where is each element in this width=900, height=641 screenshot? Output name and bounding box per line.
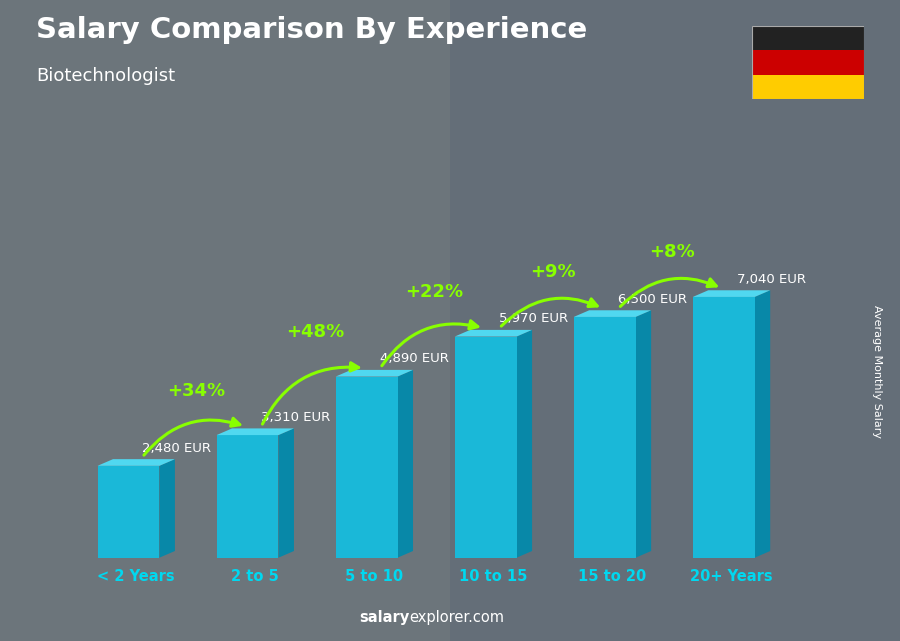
Text: 6,500 EUR: 6,500 EUR [618,293,688,306]
Bar [752,26,864,50]
Bar [97,466,159,558]
Polygon shape [693,290,770,297]
Polygon shape [755,290,770,558]
Polygon shape [517,330,532,558]
Bar [450,0,900,641]
Text: +34%: +34% [166,381,225,399]
Bar [752,50,864,75]
Bar [693,297,755,558]
Bar [0,0,450,641]
Polygon shape [398,370,413,558]
Text: 7,040 EUR: 7,040 EUR [737,273,806,286]
Text: +22%: +22% [405,283,463,301]
Text: Biotechnologist: Biotechnologist [36,67,176,85]
Text: salary: salary [359,610,410,625]
Polygon shape [454,330,532,337]
Polygon shape [635,310,651,558]
Polygon shape [336,370,413,376]
Text: 3,310 EUR: 3,310 EUR [261,411,330,424]
Bar [752,75,864,99]
Bar [336,376,398,558]
Text: +8%: +8% [649,244,695,262]
Text: 2,480 EUR: 2,480 EUR [142,442,211,454]
Bar [217,435,278,558]
Text: +9%: +9% [530,263,576,281]
Polygon shape [159,459,175,558]
Polygon shape [217,428,294,435]
Polygon shape [97,459,175,466]
Polygon shape [573,310,651,317]
Text: 5,970 EUR: 5,970 EUR [500,312,569,326]
Text: explorer.com: explorer.com [410,610,505,625]
Text: Salary Comparison By Experience: Salary Comparison By Experience [36,16,587,44]
Bar [454,337,517,558]
Text: Average Monthly Salary: Average Monthly Salary [872,305,883,438]
Text: 4,890 EUR: 4,890 EUR [381,353,449,365]
Text: +48%: +48% [285,323,344,341]
Bar [573,317,635,558]
Polygon shape [278,428,294,558]
